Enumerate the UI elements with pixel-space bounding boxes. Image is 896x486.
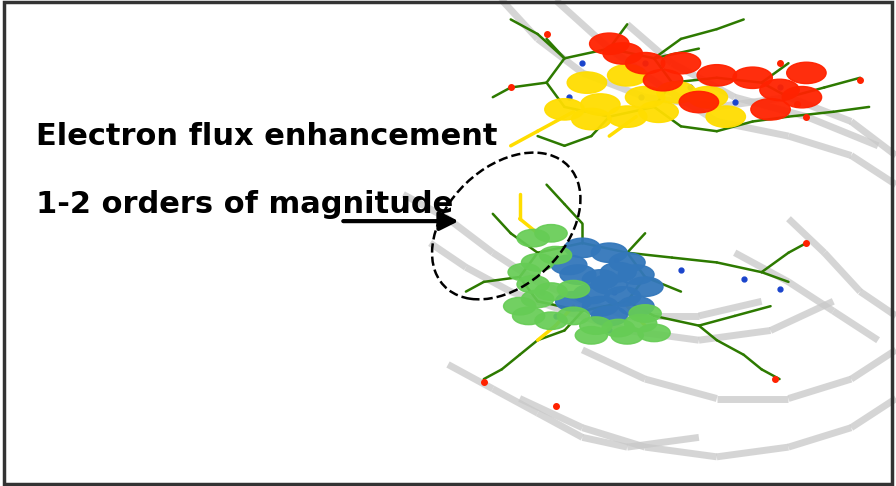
Circle shape [591,306,627,326]
Circle shape [639,101,678,122]
Circle shape [618,265,654,284]
Circle shape [600,262,636,282]
Circle shape [627,277,663,296]
Circle shape [591,275,627,294]
Circle shape [582,296,618,316]
Circle shape [535,283,567,300]
Circle shape [643,69,683,91]
Text: 1-2 orders of magnitude: 1-2 orders of magnitude [36,190,453,219]
Circle shape [504,297,536,315]
Circle shape [508,263,540,281]
Circle shape [591,243,627,262]
Circle shape [602,319,634,337]
Circle shape [535,225,567,242]
Text: Electron flux enhancement: Electron flux enhancement [36,122,497,151]
Circle shape [607,65,647,86]
Circle shape [625,314,657,332]
Circle shape [625,87,665,108]
Circle shape [706,106,745,127]
Circle shape [638,324,670,342]
Circle shape [688,87,728,108]
Circle shape [607,106,647,127]
Circle shape [603,43,642,64]
Circle shape [661,52,701,74]
Circle shape [513,307,545,325]
Circle shape [556,292,591,311]
Circle shape [625,52,665,74]
Circle shape [517,229,549,247]
Circle shape [545,99,584,120]
Circle shape [611,327,643,344]
Circle shape [609,253,645,272]
Circle shape [760,79,799,101]
Circle shape [679,91,719,113]
Circle shape [551,255,587,275]
Circle shape [564,238,600,258]
Circle shape [629,305,661,322]
Circle shape [517,276,549,293]
Circle shape [539,246,572,264]
Circle shape [618,296,654,316]
Circle shape [733,67,772,88]
Circle shape [605,287,641,306]
Circle shape [575,327,607,344]
Circle shape [697,65,737,86]
Circle shape [590,33,629,54]
Circle shape [782,87,822,108]
Circle shape [582,270,618,289]
Circle shape [535,312,567,330]
Circle shape [557,307,590,325]
Circle shape [560,265,596,284]
Circle shape [751,99,790,120]
Circle shape [657,82,696,103]
Circle shape [573,284,609,304]
Circle shape [580,317,612,334]
Circle shape [521,254,554,271]
Circle shape [521,290,554,308]
Circle shape [787,62,826,84]
Circle shape [557,280,590,298]
Circle shape [581,94,620,115]
Circle shape [572,108,611,130]
Circle shape [567,72,607,93]
